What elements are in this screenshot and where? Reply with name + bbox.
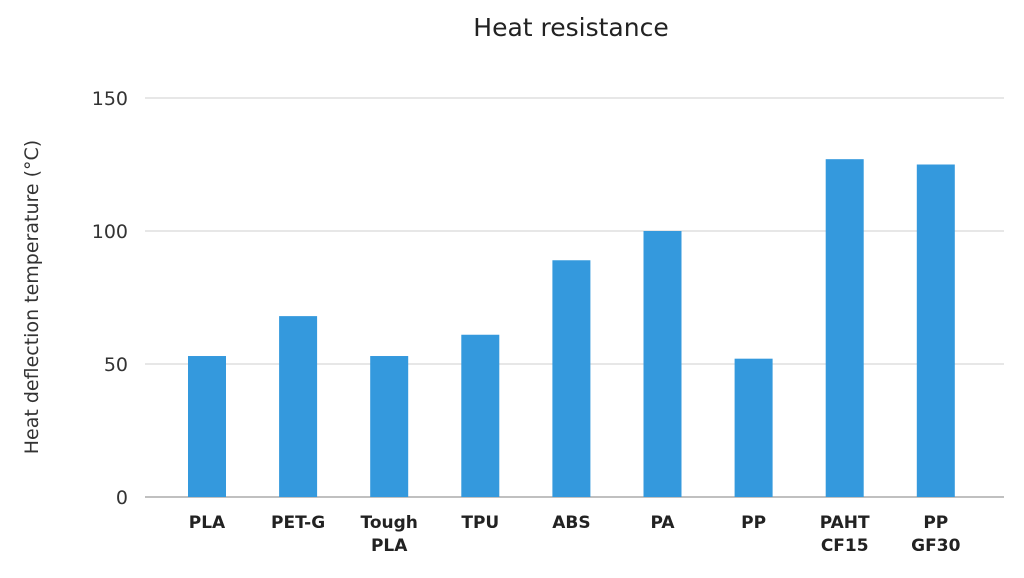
y-tick-label-50: 50 xyxy=(104,354,128,376)
bar-tpu xyxy=(461,334,500,497)
x-tick-label-pa: PA xyxy=(650,513,675,533)
x-tick-label-tough-pla: Tough PLA xyxy=(360,513,417,556)
bar-abs xyxy=(552,260,591,497)
x-tick-label-pp-gf30: PP GF30 xyxy=(911,513,960,556)
bar-pa xyxy=(643,231,682,497)
x-tick-label-pla: PLA xyxy=(189,513,226,533)
x-tick-label-tpu: TPU xyxy=(461,513,499,533)
bar-pet-g xyxy=(279,316,318,497)
x-tick-label-pet-g: PET-G xyxy=(271,513,325,533)
y-tick-label-150: 150 xyxy=(92,88,128,110)
y-tick-label-100: 100 xyxy=(92,221,128,243)
bar-tough-pla xyxy=(370,356,409,497)
y-tick-labels: 0 50 100 150 xyxy=(92,88,128,509)
x-tick-labels: PLA PET-G Tough PLA TPU ABS PA PP PAHT CF15 PP GF30 xyxy=(189,513,961,556)
bars xyxy=(188,159,955,497)
y-axis-label: Heat deflection temperature (°C) xyxy=(21,140,43,454)
x-tick-label-abs: ABS xyxy=(552,513,590,533)
bar-paht-cf15 xyxy=(825,159,864,497)
chart-title: Heat resistance xyxy=(473,13,668,42)
bar-pp-gf30 xyxy=(916,164,955,497)
bar-pp xyxy=(734,358,773,497)
bar-pla xyxy=(188,356,226,497)
x-tick-label-pp: PP xyxy=(741,513,766,533)
x-tick-label-paht-cf15: PAHT CF15 xyxy=(820,513,870,556)
y-tick-label-0: 0 xyxy=(116,487,128,509)
